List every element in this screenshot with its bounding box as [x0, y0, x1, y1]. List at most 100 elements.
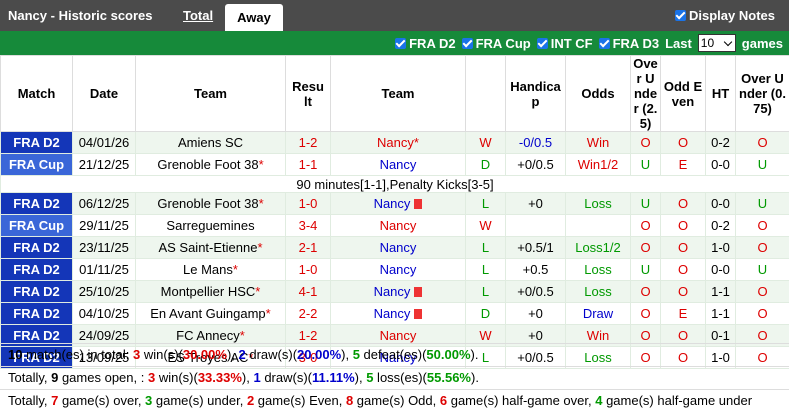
half-time: 1-1: [705, 302, 736, 325]
team-name: Nancy: [379, 328, 417, 343]
star: *: [232, 262, 238, 277]
summary-text: 7: [51, 393, 59, 408]
half-time: 1-1: [705, 280, 736, 303]
match-row: FRA Cup 21/12/25 Grenoble Foot 38* 1-1 Nancy…: [0, 153, 789, 176]
column-header: Odd Even: [660, 55, 706, 132]
odd-even: O: [660, 236, 706, 259]
count-select[interactable]: 10: [697, 34, 736, 52]
date: 06/12/25: [72, 192, 136, 215]
result: W: [465, 214, 506, 237]
summary-text: draw(s)(: [260, 370, 312, 385]
over-under-075: U: [735, 153, 789, 176]
handicap: +0.5/1: [505, 236, 566, 259]
half-time: 0-0: [705, 192, 736, 215]
handicap: +0: [505, 192, 566, 215]
tab[interactable]: Total: [183, 8, 214, 23]
handicap: +0: [505, 302, 566, 325]
date: 23/11/25: [72, 236, 136, 259]
column-header: Handicap: [505, 55, 566, 132]
result: L: [465, 346, 506, 369]
league-filter[interactable]: FRA Cup: [461, 36, 531, 51]
score: 3-4: [285, 214, 331, 237]
league: FRA Cup: [0, 153, 73, 176]
tab[interactable]: Away: [225, 4, 283, 31]
score: 2-1: [285, 236, 331, 259]
star: *: [255, 284, 261, 299]
home-team: Grenoble Foot 38*: [135, 153, 286, 176]
result: W: [465, 324, 506, 347]
half-time: 0-0: [705, 153, 736, 176]
column-header: Match: [0, 55, 73, 132]
summary-text: 4: [595, 393, 603, 408]
league-filter[interactable]: INT CF: [536, 36, 593, 51]
date: 04/10/25: [72, 302, 136, 325]
team-name: ES Troyes AC: [167, 350, 249, 365]
summary-text: win(s)(: [140, 347, 183, 362]
home-team: AS Saint-Etienne*: [135, 236, 286, 259]
over-under-075: O: [735, 280, 789, 303]
star: *: [257, 240, 263, 255]
match-row: FRA Cup 29/11/25 Sarreguemines 3-4 Nancy W O O 0…: [0, 214, 789, 237]
date: 25/10/25: [72, 280, 136, 303]
odd-even: E: [660, 302, 706, 325]
home-team: Sarreguemines: [135, 214, 286, 237]
date: 01/11/25: [72, 258, 136, 281]
top-bar: Nancy - Historic scores Total Away Displ…: [0, 0, 789, 31]
over-under-075: O: [735, 236, 789, 259]
match-row: FRA D2 13/09/25 ES Troyes AC* 3-0 Nancy L +0/0…: [0, 346, 789, 369]
over-under: U: [630, 192, 661, 215]
team-name: FC Annecy: [176, 328, 240, 343]
odds: Loss: [565, 280, 631, 303]
summary-text: ),: [226, 347, 239, 362]
over-under-075: U: [735, 192, 789, 215]
away-team: Nancy: [330, 346, 466, 369]
away-team: Nancy: [330, 236, 466, 259]
star: *: [413, 135, 419, 150]
last-label: Last: [665, 35, 692, 51]
odd-even: O: [660, 280, 706, 303]
display-notes[interactable]: Display Notes: [675, 8, 775, 23]
over-under: O: [630, 302, 661, 325]
star: *: [248, 350, 254, 365]
card-icon: [414, 309, 423, 319]
league-filter[interactable]: FRA D3: [598, 36, 659, 51]
team-name: Nancy: [377, 135, 414, 150]
odd-even: O: [660, 131, 706, 154]
summary-text: Totally,: [8, 393, 52, 408]
away-team: Nancy: [330, 214, 466, 237]
league-filter[interactable]: FRA D2: [395, 35, 456, 51]
over-under: O: [630, 280, 661, 303]
home-team: En Avant Guingamp*: [135, 302, 286, 325]
over-under-075: O: [735, 214, 789, 237]
team-name: Nancy: [379, 262, 417, 277]
away-team: Nancy: [330, 153, 466, 176]
checkbox[interactable]: [675, 10, 687, 21]
card-icon: [414, 199, 423, 209]
handicap: +0/0.5: [505, 153, 566, 176]
checkbox[interactable]: [461, 37, 473, 49]
team-name: Grenoble Foot 38: [157, 157, 259, 172]
score: 1-0: [285, 258, 331, 281]
league: FRA D2: [0, 302, 73, 325]
result: L: [465, 280, 506, 303]
away-team: Nancy: [330, 302, 466, 325]
score: 1-0: [285, 192, 331, 215]
checkbox[interactable]: [598, 37, 610, 49]
summary-text: game(s) under,: [152, 393, 247, 408]
home-team: Amiens SC: [135, 131, 286, 154]
league: FRA Cup: [0, 214, 73, 237]
away-team: Nancy: [330, 192, 466, 215]
odd-even: O: [660, 214, 706, 237]
label: FRA D2: [409, 35, 456, 51]
handicap: +0/0.5: [505, 346, 566, 369]
handicap: +0.5: [505, 258, 566, 281]
checkbox[interactable]: [395, 37, 407, 49]
score: 1-2: [285, 131, 331, 154]
date: 21/12/25: [72, 153, 136, 176]
checkbox[interactable]: [536, 37, 548, 49]
score: 3-0: [285, 346, 331, 369]
team-name: Amiens SC: [177, 135, 244, 150]
home-team: Grenoble Foot 38*: [135, 192, 286, 215]
summary-text: ).: [470, 370, 479, 385]
match-row: FRA D2 23/11/25 AS Saint-Etienne* 2-1 Nancy L…: [0, 236, 789, 259]
